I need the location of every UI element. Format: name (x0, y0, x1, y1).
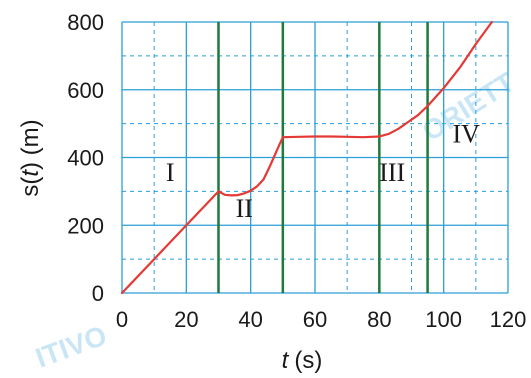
axis-titles: t (s) s(t) (m) (17, 119, 322, 374)
y-tick-label: 200 (67, 213, 104, 238)
y-tick-label: 800 (67, 10, 104, 35)
region-label: II (236, 194, 253, 223)
y-axis-prefix: s( (17, 177, 44, 197)
y-tick-label: 600 (67, 78, 104, 103)
y-tick-label: 400 (67, 146, 104, 171)
region-label: I (166, 158, 175, 187)
grid (121, 21, 509, 294)
region-label: IV (452, 119, 480, 148)
x-tick-label: 80 (367, 307, 391, 332)
y-axis-label: s(t) (m) (17, 119, 44, 196)
region-label: III (379, 158, 405, 187)
x-axis-variable: t (282, 347, 290, 374)
x-tick-label: 40 (238, 307, 262, 332)
series (120, 20, 493, 295)
x-tick-label: 0 (116, 307, 128, 332)
y-axis-variable: t (17, 169, 44, 177)
position-curve (120, 20, 493, 295)
y-tick-label: 0 (92, 281, 104, 306)
x-tick-label: 120 (490, 307, 527, 332)
x-axis-unit: (s) (294, 347, 322, 374)
region-dividers (217, 22, 429, 293)
x-axis-label: t (s) (282, 347, 323, 374)
tick-labels: 0 20 40 60 80 100 120 0 200 400 600 800 (67, 10, 526, 332)
watermark-bottom-left: ITIVO (31, 319, 110, 373)
x-tick-label: 100 (425, 307, 462, 332)
x-tick-label: 60 (303, 307, 327, 332)
x-tick-label: 20 (174, 307, 198, 332)
y-axis-suffix: ) (m) (17, 119, 44, 170)
